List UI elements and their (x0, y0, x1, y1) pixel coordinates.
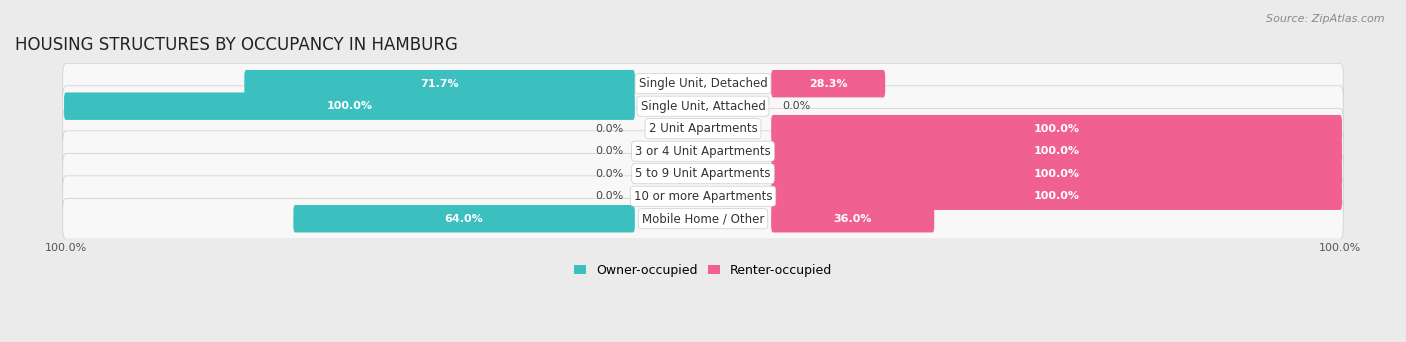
FancyBboxPatch shape (770, 183, 1341, 210)
Text: 100.0%: 100.0% (1033, 169, 1080, 179)
Text: Mobile Home / Other: Mobile Home / Other (641, 212, 765, 225)
Text: 100.0%: 100.0% (1033, 191, 1080, 201)
Text: 3 or 4 Unit Apartments: 3 or 4 Unit Apartments (636, 145, 770, 158)
FancyBboxPatch shape (770, 115, 1341, 142)
FancyBboxPatch shape (63, 131, 1343, 172)
Text: 5 to 9 Unit Apartments: 5 to 9 Unit Apartments (636, 167, 770, 180)
Legend: Owner-occupied, Renter-occupied: Owner-occupied, Renter-occupied (568, 259, 838, 282)
FancyBboxPatch shape (65, 92, 636, 120)
Text: 0.0%: 0.0% (595, 146, 623, 156)
FancyBboxPatch shape (245, 70, 636, 97)
FancyBboxPatch shape (63, 86, 1343, 127)
FancyBboxPatch shape (63, 63, 1343, 104)
FancyBboxPatch shape (63, 108, 1343, 149)
FancyBboxPatch shape (63, 153, 1343, 194)
FancyBboxPatch shape (770, 160, 1341, 187)
FancyBboxPatch shape (294, 205, 636, 233)
Text: 2 Unit Apartments: 2 Unit Apartments (648, 122, 758, 135)
Text: Source: ZipAtlas.com: Source: ZipAtlas.com (1267, 14, 1385, 24)
Text: Single Unit, Detached: Single Unit, Detached (638, 77, 768, 90)
FancyBboxPatch shape (770, 137, 1341, 165)
Text: 0.0%: 0.0% (595, 124, 623, 134)
Text: Single Unit, Attached: Single Unit, Attached (641, 100, 765, 113)
Text: 64.0%: 64.0% (444, 214, 484, 224)
Text: 71.7%: 71.7% (420, 79, 458, 89)
Text: 10 or more Apartments: 10 or more Apartments (634, 190, 772, 203)
FancyBboxPatch shape (63, 176, 1343, 216)
FancyBboxPatch shape (63, 198, 1343, 239)
FancyBboxPatch shape (770, 205, 934, 233)
Text: 100.0%: 100.0% (1033, 124, 1080, 134)
Text: 0.0%: 0.0% (595, 169, 623, 179)
Text: 0.0%: 0.0% (783, 101, 811, 111)
Text: HOUSING STRUCTURES BY OCCUPANCY IN HAMBURG: HOUSING STRUCTURES BY OCCUPANCY IN HAMBU… (15, 36, 458, 53)
Text: 100.0%: 100.0% (1033, 146, 1080, 156)
Text: 0.0%: 0.0% (595, 191, 623, 201)
Text: 36.0%: 36.0% (834, 214, 872, 224)
FancyBboxPatch shape (770, 70, 886, 97)
Text: 28.3%: 28.3% (808, 79, 848, 89)
Text: 100.0%: 100.0% (326, 101, 373, 111)
